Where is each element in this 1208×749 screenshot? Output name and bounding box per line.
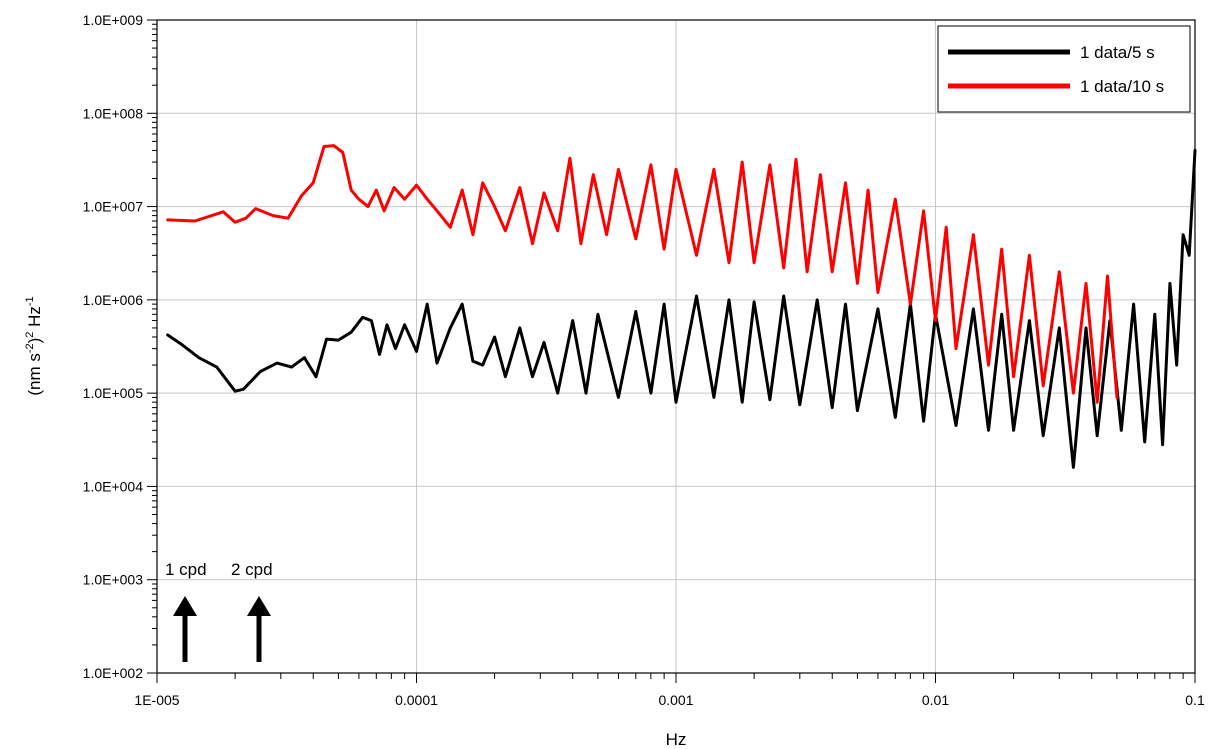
legend: 1 data/5 s 1 data/10 s [937, 25, 1191, 113]
y-label-sup3: -1 [24, 296, 36, 306]
x-tick-label: 1E-005 [134, 692, 179, 708]
legend-box [937, 25, 1191, 113]
series-layer [166, 144, 1197, 469]
y-label-sup1: -2 [24, 343, 36, 353]
legend-label-1-data-5s: 1 data/5 s [1080, 43, 1155, 62]
annotations: 1 cpd 2 cpd [165, 560, 273, 662]
arrow-up-icon [247, 596, 271, 662]
x-tick-label: 0.001 [658, 692, 693, 708]
axis-ticks [147, 19, 1196, 683]
y-tick-labels: 1.0E+002 1.0E+003 1.0E+004 1.0E+005 1.0E+006… [83, 12, 144, 681]
y-tick-label: 1.0E+002 [83, 665, 144, 681]
x-tick-label: 0.1 [1185, 692, 1205, 708]
y-tick-label: 1.0E+003 [83, 572, 144, 588]
annotation-1-cpd: 1 cpd [165, 560, 207, 579]
y-label-base: (nm s [25, 353, 44, 396]
y-label-mid: ) [25, 338, 44, 344]
y-label-unit: Hz [25, 306, 44, 332]
y-tick-label: 1.0E+009 [83, 12, 144, 28]
legend-label-1-data-10s: 1 data/10 s [1080, 77, 1164, 96]
x-tick-labels: 1E-005 0.0001 0.001 0.01 0.1 [134, 692, 1205, 708]
y-axis-label: (nm s-2)2 Hz-1 [24, 296, 44, 395]
y-tick-label: 1.0E+007 [83, 199, 144, 215]
y-label-sup2: 2 [24, 332, 36, 338]
x-tick-label: 0.0001 [395, 692, 438, 708]
series-line-1-data-5s [166, 148, 1197, 469]
y-tick-label: 1.0E+006 [83, 292, 144, 308]
x-axis-label: Hz [666, 730, 687, 749]
x-tick-label: 0.01 [922, 692, 949, 708]
annotation-2-cpd: 2 cpd [231, 560, 273, 579]
y-tick-label: 1.0E+005 [83, 385, 144, 401]
arrow-up-icon [173, 596, 197, 662]
y-tick-label: 1.0E+008 [83, 105, 144, 121]
series-line-1-data-10s [166, 144, 1119, 404]
y-tick-label: 1.0E+004 [83, 478, 144, 494]
